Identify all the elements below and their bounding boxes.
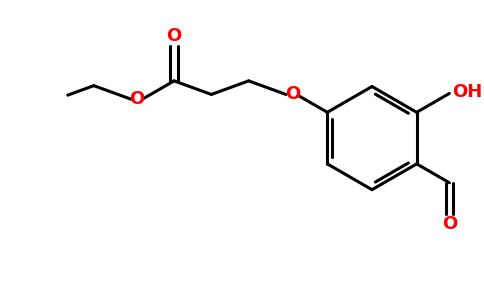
Text: OH: OH [452,83,483,101]
Text: O: O [166,27,182,45]
Text: O: O [285,85,301,103]
Text: O: O [442,215,457,233]
Text: O: O [129,90,145,108]
